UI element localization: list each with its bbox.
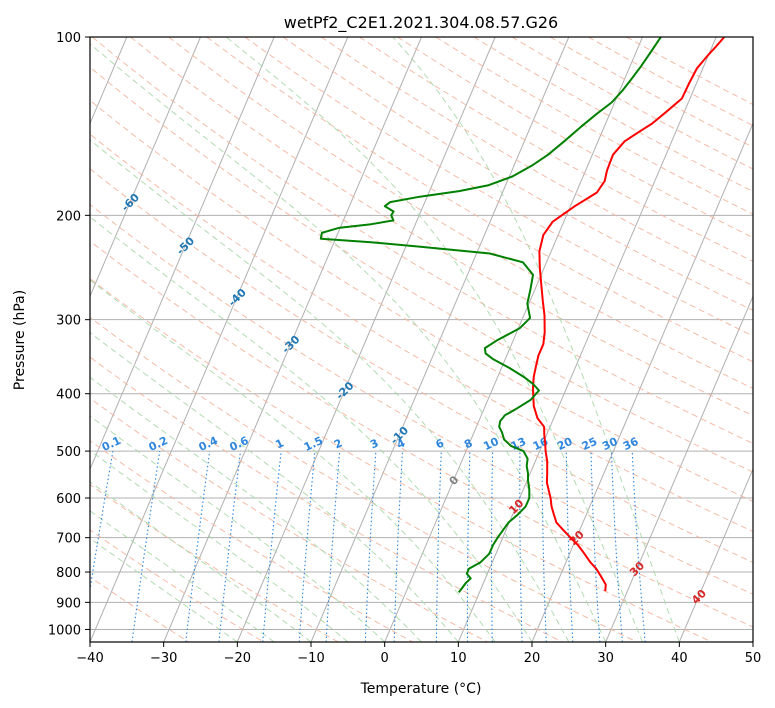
- moist-adiabat-line: [392, 37, 680, 642]
- moist-adiabat-line: [90, 216, 533, 642]
- mixing-ratio-line: [631, 451, 646, 642]
- y-tick-label: 800: [56, 566, 81, 581]
- y-tick-label: 300: [56, 314, 81, 329]
- x-tick-label: 0: [381, 651, 389, 666]
- y-tick-label: 700: [56, 532, 81, 547]
- moist-adiabat-line: [90, 139, 570, 642]
- mixing-ratio-line: [262, 451, 282, 642]
- isotherm-line: [90, 37, 275, 471]
- mixing-ratio-line: [298, 451, 316, 642]
- isotherm-line: [678, 467, 753, 642]
- y-axis-label: Pressure (hPa): [12, 290, 28, 390]
- y-tick-label: 600: [56, 492, 81, 507]
- dry-adiabat-line: [90, 397, 488, 642]
- dry-adiabat-line: [90, 99, 753, 502]
- dry-adiabat-line: [90, 203, 753, 595]
- dry-adiabat-line: [90, 240, 753, 628]
- x-tick-label: 40: [671, 651, 688, 666]
- dry-adiabat-line: [90, 576, 190, 642]
- dewpoint-profile-line: [319, 37, 662, 593]
- moist-adiabat-line: [90, 331, 459, 642]
- moist-adiabat-line: [90, 376, 422, 642]
- mixing-ratio-label: 20: [555, 435, 575, 453]
- isotherm-line: [163, 37, 422, 642]
- profile-lines: [319, 37, 726, 593]
- mixing-ratio-line: [185, 451, 211, 642]
- x-tick-label: 10: [450, 651, 467, 666]
- isotherm-line: [236, 37, 496, 642]
- dry-adiabat-line: [90, 168, 753, 563]
- moist-adiabat-line: [90, 481, 312, 642]
- mixing-ratio-label: 36: [621, 435, 641, 453]
- isotherm-line: [605, 295, 753, 642]
- moist-adiabat-line: [225, 37, 643, 642]
- isotherm-line: [90, 37, 201, 298]
- dry-adiabat-line: [90, 316, 638, 642]
- chart-title: wetPf2_C2E1.2021.304.08.57.G26: [284, 13, 558, 33]
- mixing-ratio-line: [218, 451, 242, 642]
- x-tick-label: −10: [297, 651, 324, 666]
- dry-adiabat-line: [90, 483, 339, 642]
- mixing-ratio-label: 30: [600, 435, 620, 453]
- y-tick-label: 100: [56, 31, 81, 46]
- y-tick-label: 200: [56, 209, 81, 224]
- mixing-ratio-label: 10: [481, 435, 501, 453]
- y-tick-label: 400: [56, 388, 81, 403]
- x-axis-label: Temperature (°C): [360, 681, 482, 697]
- mixing-ratio-line: [90, 451, 114, 594]
- x-tick-label: −30: [150, 651, 177, 666]
- mixing-ratio-line: [131, 451, 161, 642]
- x-tick-label: −20: [224, 651, 251, 666]
- isotherm-line: [457, 37, 717, 642]
- y-tick-label: 900: [56, 596, 81, 611]
- x-tick-label: −40: [76, 651, 103, 666]
- moist-adiabat-line: [90, 43, 607, 642]
- dry-adiabat-line: [90, 440, 414, 642]
- isotherm-line: [384, 37, 643, 642]
- dry-adiabat-line: [90, 278, 712, 642]
- plot-frame: [89, 36, 754, 643]
- moist-adiabat-line: [90, 415, 386, 642]
- dry-adiabat-line: [90, 356, 563, 642]
- mixing-ratio-label: 25: [580, 435, 599, 453]
- moist-adiabat-line: [90, 279, 496, 642]
- mixing-ratio-label: 13: [509, 435, 528, 453]
- axis-ticks: −40 −30 −20 −10 0 10 20 30 40 50 100 200 300 400 500 60…: [48, 31, 761, 666]
- temperature-profile-line: [532, 37, 726, 592]
- moist-adiabat-line: [90, 449, 349, 642]
- x-tick-label: 20: [524, 651, 541, 666]
- x-tick-label: 30: [597, 651, 614, 666]
- background-lines: [90, 37, 753, 642]
- x-tick-label: 50: [745, 651, 762, 666]
- y-tick-label: 500: [56, 445, 81, 460]
- y-tick-label: 1000: [48, 623, 81, 638]
